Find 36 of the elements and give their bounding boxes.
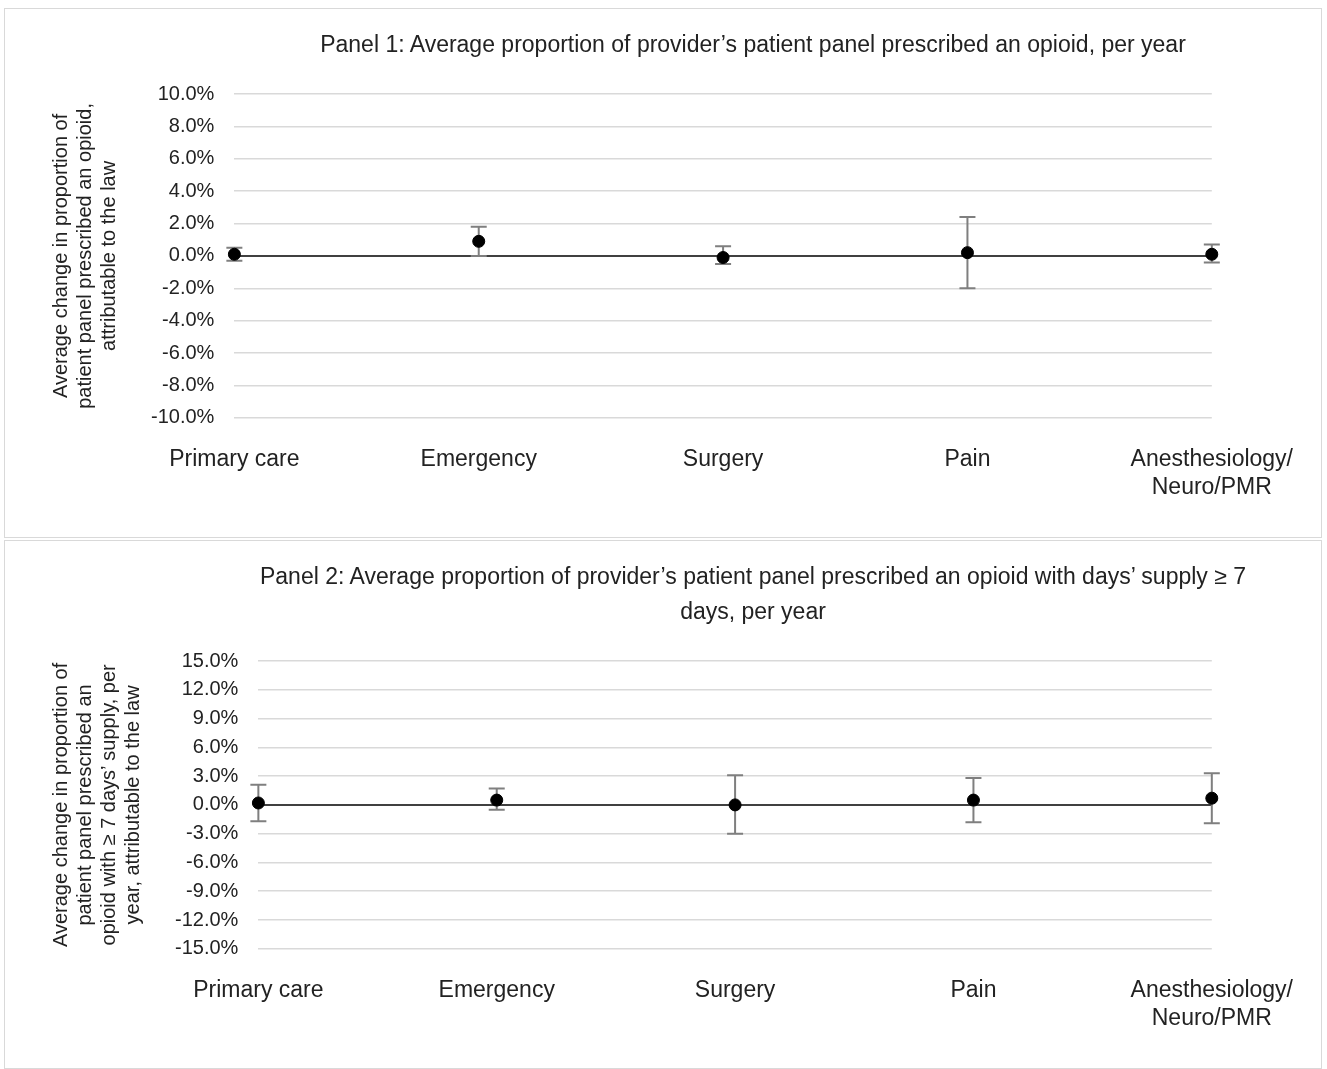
x-tick-label: Emergency [420, 444, 538, 471]
x-tick-label: Pain [944, 444, 991, 471]
y-tick-label: 6.0% [168, 146, 215, 169]
y-tick-label: -6.0% [162, 340, 215, 363]
y-tick-label: -3.0% [186, 821, 239, 844]
x-tick-label: Surgery [682, 444, 764, 471]
x-tick-label: Emergency [438, 975, 556, 1002]
y-axis-title: Average change in proportion of patient panel prescribed an opioid, attributable to the law [48, 103, 119, 409]
y-tick-label: -10.0% [150, 405, 215, 428]
chart-title: Panel 1: Average proportion of provider’s patient panel prescribed an opioid, per year [319, 30, 1187, 59]
y-tick-label: 0.0% [168, 243, 215, 266]
y-axis-title: Average change in proportion of patient panel prescribed an opioid with ≥ 7 days’ supply, per year, attributable to the law [48, 662, 143, 948]
y-tick-label: -12.0% [174, 907, 239, 930]
y-tick-label: 6.0% [192, 734, 239, 757]
y-tick-label: 9.0% [192, 706, 239, 729]
y-tick-label: -9.0% [186, 878, 239, 901]
x-tick-label: Surgery [694, 975, 776, 1002]
x-tick-label: Anesthesiology/Neuro/PMR [1130, 444, 1294, 499]
y-tick-label: 15.0% [181, 648, 239, 671]
x-tick-label: Anesthesiology/Neuro/PMR [1130, 975, 1294, 1030]
x-tick-label: Primary care [193, 975, 324, 1002]
x-tick-label: Pain [950, 975, 997, 1002]
y-tick-label: -8.0% [162, 372, 215, 395]
y-tick-label: 0.0% [192, 792, 239, 815]
y-tick-label: 8.0% [168, 113, 215, 136]
y-tick-label: -15.0% [174, 936, 239, 959]
chart-title: Panel 2: Average proportion of provider’s patient panel prescribed an opioid with days’ supply ≥ 7 days, per year [258, 562, 1248, 626]
y-tick-label: -4.0% [162, 308, 215, 331]
y-tick-label: 4.0% [168, 178, 215, 201]
y-tick-label: 12.0% [181, 677, 239, 700]
y-tick-label: -6.0% [186, 849, 239, 872]
x-tick-label: Primary care [169, 444, 300, 471]
y-tick-label: -2.0% [162, 275, 215, 298]
y-tick-label: 10.0% [157, 81, 215, 104]
y-tick-label: 2.0% [168, 211, 215, 234]
y-tick-label: 3.0% [192, 763, 239, 786]
